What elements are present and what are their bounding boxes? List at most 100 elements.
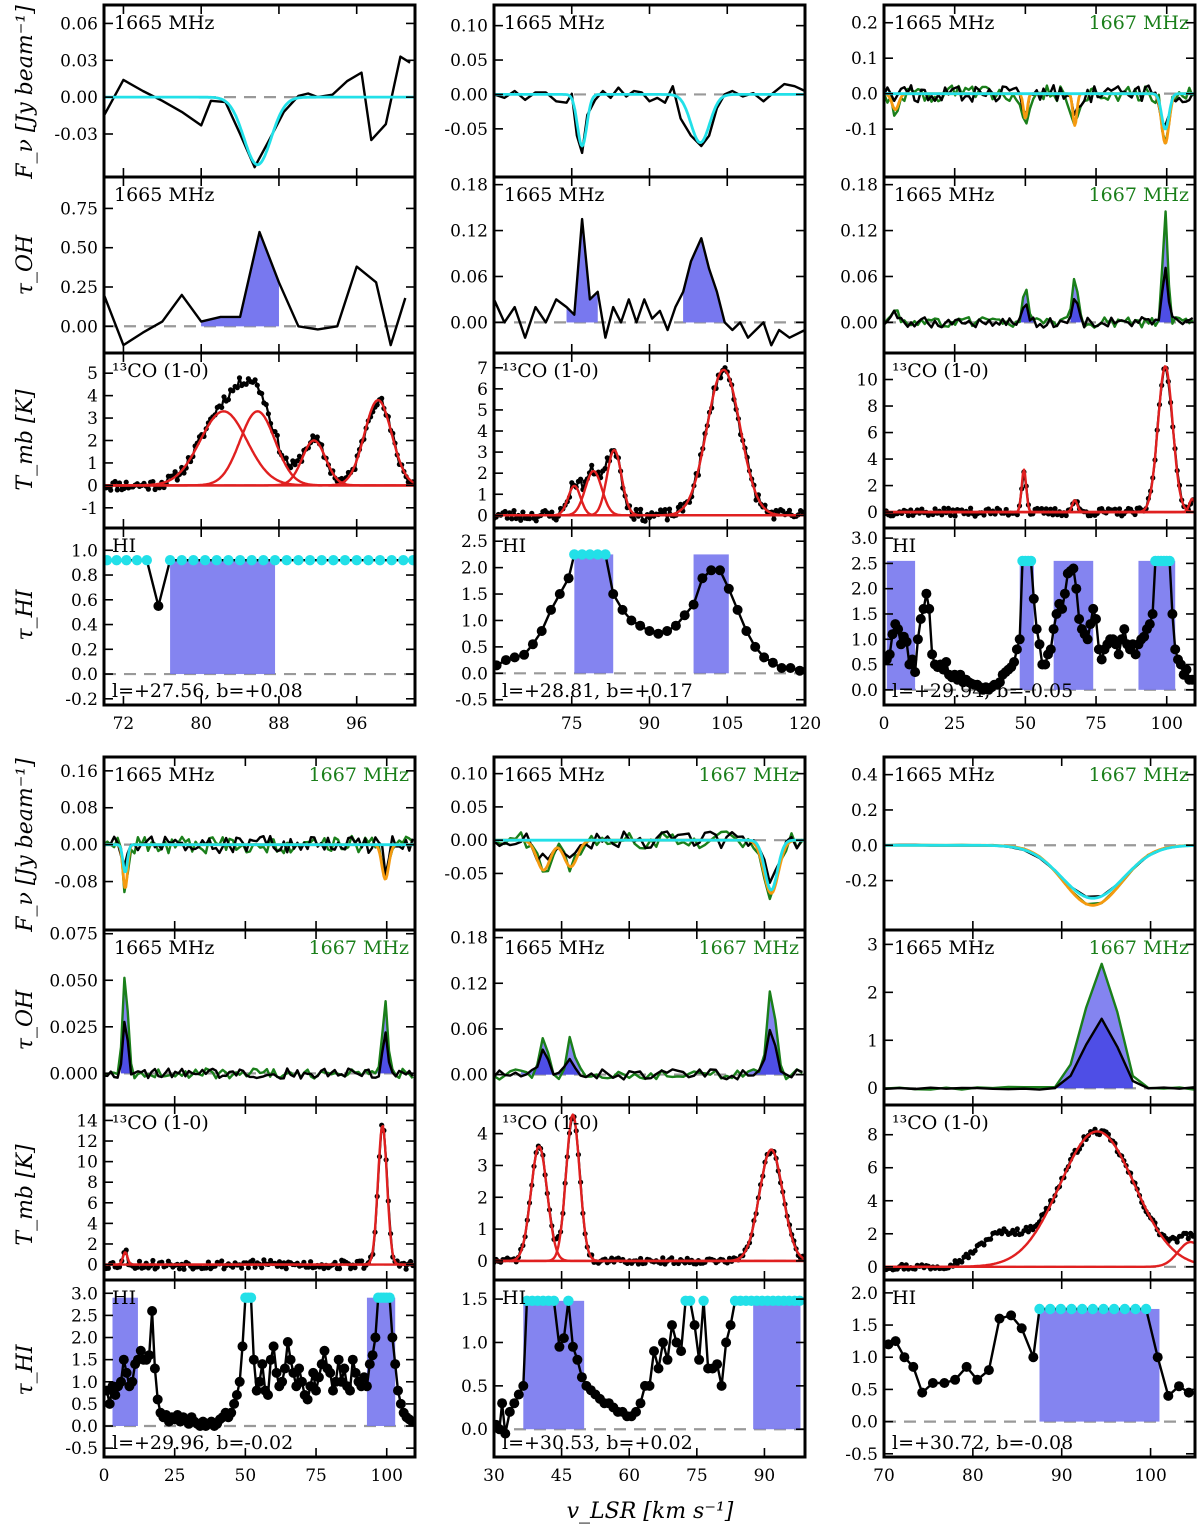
x-tick-label: 100 xyxy=(1151,714,1183,734)
tau-fill-0 xyxy=(201,232,279,327)
y-tick-label: 0.4 xyxy=(851,766,878,786)
co-point xyxy=(294,458,300,464)
hi-point xyxy=(494,660,502,671)
hi-point xyxy=(644,626,655,636)
y-tick-label: 0.12 xyxy=(840,222,878,242)
co-point xyxy=(250,1257,256,1263)
source-coordinates: l=+27.56, b=+0.08 xyxy=(112,680,303,702)
hi-point xyxy=(1167,609,1178,619)
y-tick-label: 6 xyxy=(87,1194,98,1214)
co-point xyxy=(108,487,114,493)
plot-area xyxy=(494,830,805,901)
hi-saturated-point xyxy=(258,555,269,566)
hi-saturated-point xyxy=(1140,1303,1152,1315)
y-tick-label: 0 xyxy=(87,1256,98,1276)
y-tick-label: 2 xyxy=(867,983,878,1003)
label-1665: 1665 MHz xyxy=(894,937,994,959)
hi-point xyxy=(1181,664,1192,675)
hi-point xyxy=(576,1372,587,1383)
plot-area xyxy=(104,375,415,493)
y-tick-label: 0.2 xyxy=(851,801,878,821)
hi-point xyxy=(899,1352,910,1363)
co-spectrum xyxy=(104,1124,414,1271)
fit-1665 xyxy=(494,838,805,892)
co-point xyxy=(245,1265,251,1271)
hi-fill-0 xyxy=(1039,1308,1160,1422)
y-tick-label: -0.05 xyxy=(444,864,488,884)
hi-saturated-point xyxy=(584,549,596,560)
x-tick-label: 60 xyxy=(618,1466,640,1486)
hi-saturated-point xyxy=(1025,555,1037,567)
source-coordinates: l=+28.81, b=+0.17 xyxy=(502,680,693,702)
y-tick-label: 0.10 xyxy=(450,765,488,785)
co-point xyxy=(336,1266,343,1272)
hi-point xyxy=(361,1381,372,1392)
panel-hi: 0.0 0.5 1.0 1.5 30 45 60 75 90 HI l=+30.53, b=+0.0… xyxy=(461,1278,807,1486)
co-point xyxy=(141,1264,147,1270)
hi-point xyxy=(1071,583,1082,594)
hi-point xyxy=(649,1346,659,1357)
hi-point xyxy=(328,1385,338,1396)
y-tick-label: 0.0 xyxy=(461,1420,488,1440)
hi-point xyxy=(536,626,547,636)
co-point xyxy=(408,1258,414,1265)
hi-point xyxy=(572,1354,583,1365)
y-tick-label: 0 xyxy=(867,1079,878,1099)
hi-point xyxy=(1048,624,1059,635)
co-point xyxy=(678,501,684,507)
panel-frame xyxy=(882,526,1197,707)
plot-area xyxy=(494,217,805,347)
hi-point xyxy=(689,1320,700,1331)
plot-area xyxy=(884,962,1195,1091)
y-tick-label: 6 xyxy=(867,1159,878,1179)
x-tick-label: 88 xyxy=(268,714,290,734)
co-point xyxy=(1003,506,1009,513)
hi-point xyxy=(1034,639,1045,650)
plot-area xyxy=(104,230,415,347)
co-point xyxy=(952,513,958,519)
hi-point xyxy=(497,1398,508,1409)
series-1667 xyxy=(494,990,803,1081)
y-tick-label: 0.00 xyxy=(60,317,98,337)
label-1667: 1667 MHz xyxy=(1089,12,1189,34)
hi-point xyxy=(671,1337,682,1348)
co-point xyxy=(181,470,187,476)
hi-point xyxy=(229,1398,240,1409)
hi-saturated-point xyxy=(269,555,281,566)
hi-saturated-point xyxy=(1066,1303,1077,1315)
co-point xyxy=(261,1257,267,1263)
co-point xyxy=(234,385,240,391)
y-tick-label: 0.0 xyxy=(71,665,98,685)
hi-saturated-point xyxy=(141,555,152,566)
co-point xyxy=(359,1258,365,1264)
chart-4: -0.080.000.080.16 1665 MHz 1667 MHz0.0000.… xyxy=(49,755,417,1486)
panel-flux: -0.2 0.0 0.2 0.4 1665 MHz 1667 MHz xyxy=(845,755,1197,932)
hi-point xyxy=(715,565,725,576)
x-tick-label: 72 xyxy=(113,714,135,734)
co-point xyxy=(230,388,236,394)
co-point xyxy=(225,397,231,403)
hi-saturated-point xyxy=(351,555,362,566)
hi-point xyxy=(257,1359,268,1370)
hi-point xyxy=(513,1389,524,1400)
ylabel-tmb-top: T_mb [K] xyxy=(13,389,38,491)
hi-point xyxy=(653,1363,664,1374)
y-tick-label: 1 xyxy=(87,454,98,474)
y-tick-label: 2.5 xyxy=(461,532,488,552)
y-tick-label: 0.00 xyxy=(450,1066,488,1086)
ylabel-tmb-bottom: T_mb [K] xyxy=(13,1144,38,1246)
hi-fill-0 xyxy=(170,560,276,675)
hi-point xyxy=(527,639,538,650)
y-tick-label: 0.8 xyxy=(71,566,98,586)
y-tick-label: 2 xyxy=(867,477,878,497)
x-tick-label: 100 xyxy=(1134,1466,1166,1486)
x-tick-label: 0 xyxy=(99,1466,110,1486)
hi-point xyxy=(924,603,935,614)
co-point xyxy=(305,1264,311,1270)
hi-point xyxy=(921,588,932,599)
y-tick-label: -0.08 xyxy=(54,873,98,893)
hi-point xyxy=(152,1394,163,1405)
co-point xyxy=(221,394,227,400)
hi-saturated-point xyxy=(374,555,386,566)
hi-point xyxy=(1028,1352,1039,1363)
